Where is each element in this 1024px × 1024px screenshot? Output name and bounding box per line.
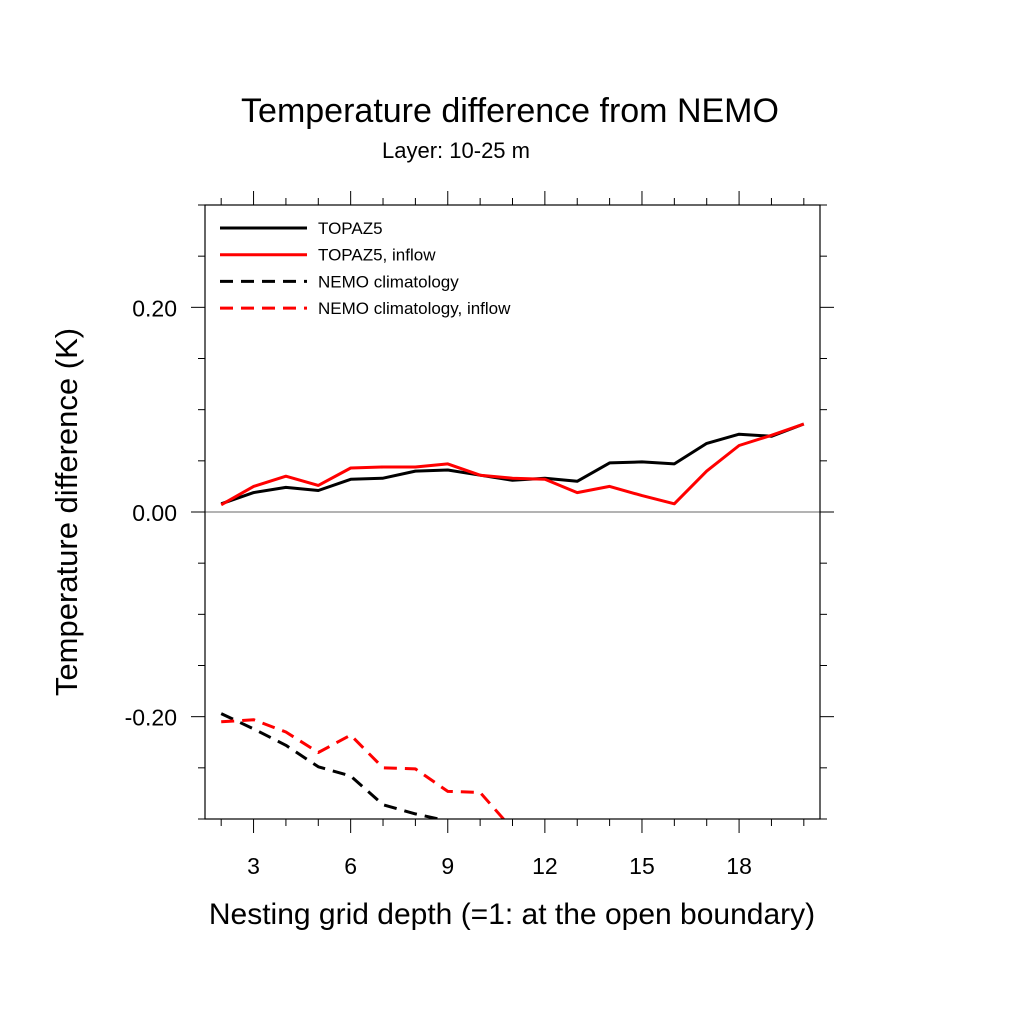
legend-label: NEMO climatology <box>318 272 459 291</box>
x-tick-label: 18 <box>726 853 752 879</box>
legend-label: NEMO climatology, inflow <box>318 299 511 318</box>
series-line-3 <box>220 712 446 819</box>
y-tick-label: -0.20 <box>125 705 177 731</box>
x-tick-label: 6 <box>344 853 357 879</box>
x-axis-label: Nesting grid depth (=1: at the open boun… <box>209 898 815 931</box>
x-tick-label: 9 <box>441 853 454 879</box>
y-axis-label: Temperature difference (K) <box>49 328 84 696</box>
chart-subtitle: Layer: 10-25 m <box>382 138 530 163</box>
series-line-1 <box>220 422 805 506</box>
x-tick-label: 3 <box>247 853 260 879</box>
y-tick-label: 0.00 <box>132 500 177 526</box>
series-line-4 <box>221 718 506 819</box>
x-tick-label: 15 <box>629 853 655 879</box>
y-tick-label: 0.20 <box>132 295 177 321</box>
legend-label: TOPAZ5, inflow <box>318 246 436 265</box>
legend-label: TOPAZ5 <box>318 219 383 238</box>
series-line-2 <box>220 422 805 507</box>
axis-ticks: 3 6 9 12 15 18 -0.20 0.00 0.20 <box>125 191 834 879</box>
legend: TOPAZ5 TOPAZ5, inflow NEMO climatology NEMO… <box>220 219 511 318</box>
series-lines <box>220 422 805 819</box>
chart-title: Temperature difference from NEMO <box>241 92 779 130</box>
x-tick-label: 12 <box>532 853 558 879</box>
